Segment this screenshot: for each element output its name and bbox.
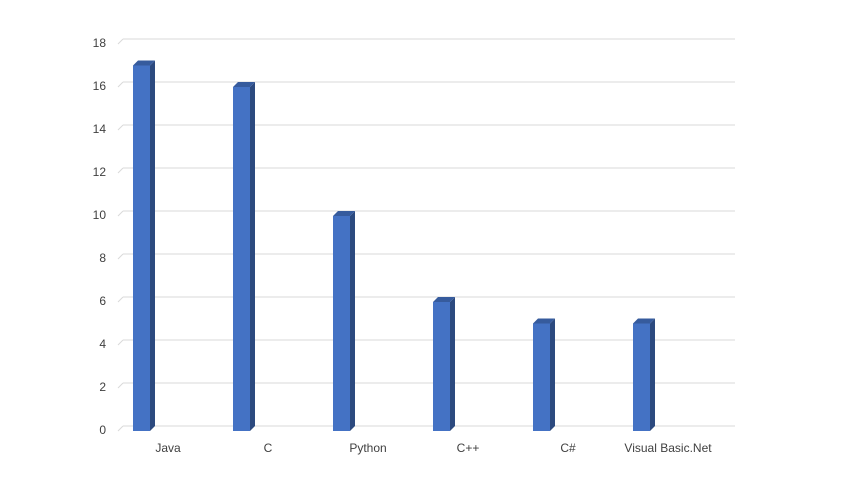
grid-line-depth — [117, 124, 124, 131]
bar-side — [350, 211, 355, 431]
grid-line-depth — [117, 38, 124, 45]
bar — [533, 323, 550, 431]
bar-top — [633, 318, 655, 324]
y-tick-label: 2 — [99, 380, 106, 394]
y-tick-label: 18 — [93, 36, 107, 50]
bar — [633, 323, 650, 431]
grid-line-depth — [117, 296, 124, 303]
y-tick-label: 4 — [99, 337, 106, 351]
bar-top — [433, 297, 455, 302]
bar-side — [650, 318, 655, 431]
x-tick-label: Java — [155, 441, 181, 455]
bar-top — [333, 211, 355, 216]
x-tick-label: Visual Basic.Net — [624, 441, 712, 455]
grid-line-depth — [117, 210, 124, 217]
y-tick-label: 14 — [93, 122, 107, 136]
bar-side — [250, 82, 255, 431]
bar-side — [450, 297, 455, 431]
y-tick-label: 12 — [93, 165, 107, 179]
bar — [133, 65, 150, 431]
bar — [233, 87, 250, 431]
y-tick-label: 6 — [99, 294, 106, 308]
grid-line-depth — [117, 425, 124, 432]
x-tick-label: C# — [560, 441, 576, 455]
y-tick-label: 8 — [99, 251, 106, 265]
x-tick-label: Python — [349, 441, 386, 455]
bar — [433, 302, 450, 431]
bar — [333, 216, 350, 431]
grid-line-depth — [117, 339, 124, 346]
bar-top — [233, 82, 255, 87]
bar-side — [550, 318, 555, 431]
grid-line-depth — [117, 167, 124, 174]
bar-top — [133, 60, 155, 66]
grid-line-depth — [117, 253, 124, 260]
grid-line-depth — [117, 81, 124, 88]
bar-side — [150, 60, 155, 431]
y-tick-label: 16 — [93, 79, 107, 93]
y-tick-label: 0 — [99, 423, 106, 437]
x-tick-label: C++ — [457, 441, 480, 455]
bar-top — [533, 318, 555, 324]
grid-line-depth — [117, 382, 124, 389]
y-tick-label: 10 — [93, 208, 107, 222]
x-tick-label: C — [264, 441, 273, 455]
